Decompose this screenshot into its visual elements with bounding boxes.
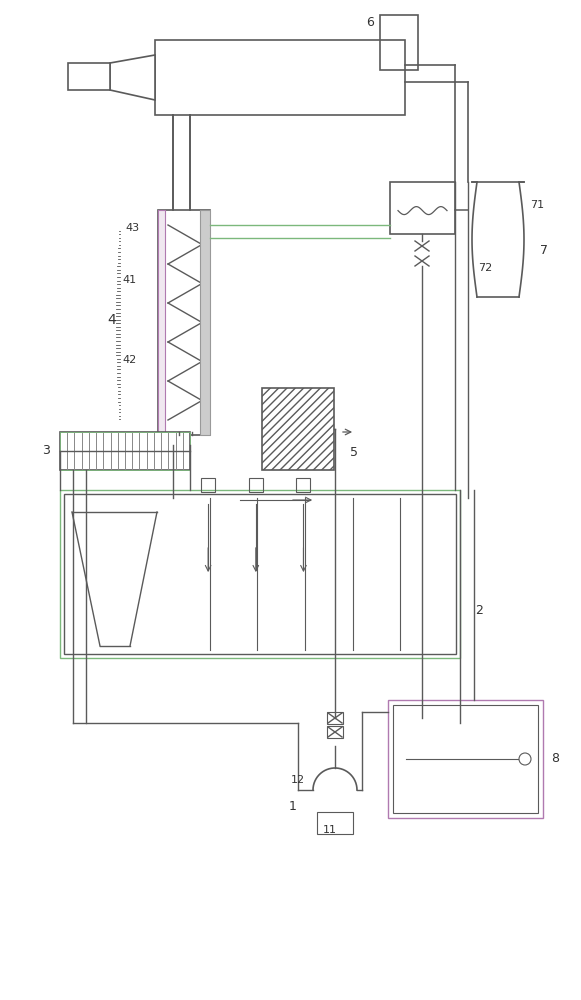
Bar <box>60 432 190 470</box>
Text: 6: 6 <box>366 15 374 28</box>
Bar <box>155 40 405 115</box>
Text: 41: 41 <box>123 275 137 285</box>
Bar <box>68 63 110 90</box>
Text: 1: 1 <box>289 800 297 812</box>
Text: 8: 8 <box>551 752 559 766</box>
Text: 12: 12 <box>291 775 305 785</box>
Bar <box>64 494 456 654</box>
Bar <box>327 712 343 724</box>
Bar <box>317 812 353 834</box>
Bar <box>249 478 263 492</box>
Bar <box>60 490 460 658</box>
Text: 71: 71 <box>530 200 544 210</box>
Bar <box>60 432 190 470</box>
Bar <box>201 478 215 492</box>
Bar <box>388 700 543 818</box>
Text: 5: 5 <box>350 446 358 458</box>
Bar <box>158 210 165 435</box>
Polygon shape <box>110 55 155 100</box>
Bar <box>200 210 210 435</box>
Bar <box>390 182 455 234</box>
Text: 4: 4 <box>107 313 116 327</box>
Bar <box>262 388 334 470</box>
Text: 3: 3 <box>42 444 50 458</box>
Text: 7: 7 <box>540 243 548 256</box>
Bar <box>327 726 343 738</box>
Bar <box>296 478 310 492</box>
Text: 72: 72 <box>478 263 492 273</box>
Bar <box>380 15 418 70</box>
Text: 11: 11 <box>323 825 337 835</box>
Circle shape <box>519 753 531 765</box>
Text: 43: 43 <box>126 223 140 233</box>
Text: 42: 42 <box>123 355 137 365</box>
Bar <box>158 210 210 435</box>
Text: 2: 2 <box>475 603 483 616</box>
Bar <box>393 705 538 813</box>
